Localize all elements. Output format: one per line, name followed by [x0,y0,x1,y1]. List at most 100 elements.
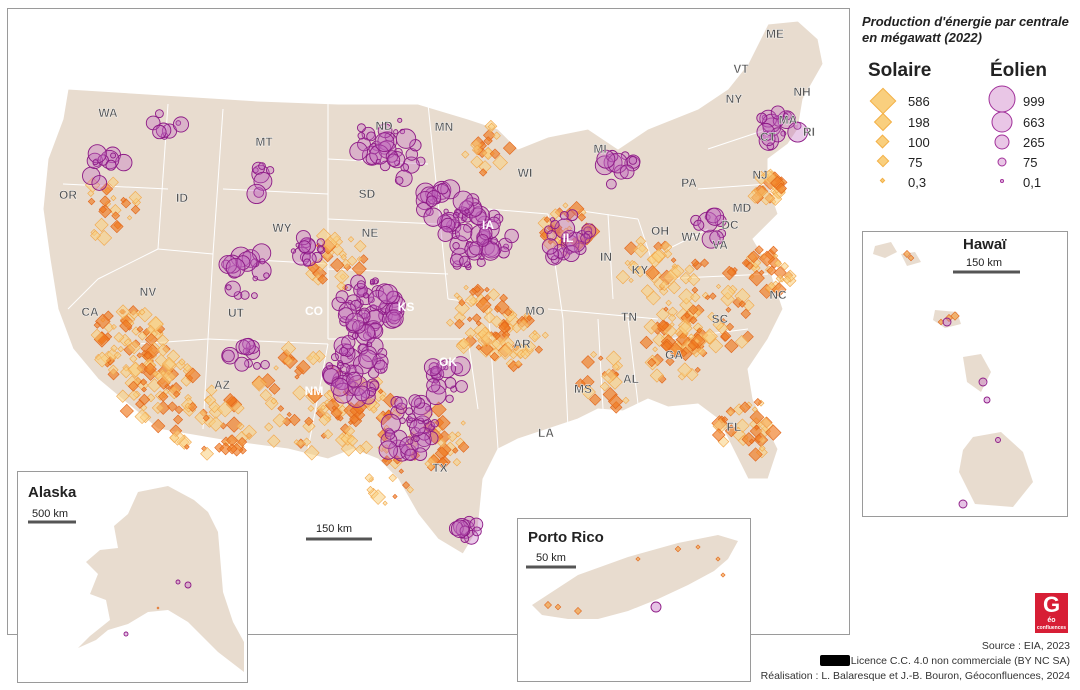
solar-plant-marker [562,202,569,209]
solar-plant-marker [701,328,718,345]
wind-plant-marker [426,378,441,393]
state-label-wy: WY [272,221,291,235]
solar-plant-marker [523,340,537,353]
wind-plant-marker [440,217,456,233]
puerto-rico-shape [532,535,738,619]
solar-plant-marker [286,411,292,418]
solar-plant-marker [306,350,321,366]
wind-plant-marker [459,200,475,216]
solar-plant-marker [724,424,738,438]
solar-plant-marker [353,409,366,421]
wind-plant-marker [407,438,414,445]
solar-plant-marker [695,544,701,550]
solar-plant-marker [340,253,347,261]
solar-plant-marker [117,345,124,353]
state-label-ky: KY [632,263,649,277]
state-label-md: MD [733,201,752,215]
state-label-fl: FL [727,420,742,434]
solar-plant-marker [715,283,722,289]
wind-plant-marker [347,299,353,305]
solar-plant-marker [446,431,458,443]
solar-plant-marker [720,330,732,342]
solar-plant-marker [383,424,390,431]
solar-plant-marker [489,352,500,362]
solar-plant-marker [139,378,148,386]
solar-plant-marker [775,274,785,283]
wind-plant-marker [544,225,553,235]
solar-plant-marker [388,473,398,483]
solar-plant-marker [307,387,323,404]
solar-plant-marker [110,344,118,352]
solar-plant-marker [84,177,101,193]
wind-plant-marker [298,237,316,255]
solar-plant-marker [659,280,670,292]
solar-plant-marker [715,556,721,562]
solar-plant-marker [691,286,699,294]
solar-plant-marker [136,352,143,359]
solar-plant-marker [270,397,278,405]
solar-plant-marker [470,155,484,169]
solar-plant-marker [458,299,466,307]
wind-plant-marker [399,436,419,456]
state-label-mo: MO [525,304,544,318]
solar-plant-marker [184,402,192,410]
solar-plant-marker [99,195,111,207]
solar-plant-marker [712,418,728,434]
solar-plant-marker [711,428,726,442]
wind-plant-marker [607,152,628,174]
solar-plant-marker [454,318,465,330]
solar-plant-marker [90,328,104,342]
solar-plant-marker [226,443,238,455]
state-label-vt: VT [733,62,749,76]
wind-plant-marker [330,377,350,397]
solar-plant-marker [106,348,119,361]
solar-plant-marker [503,308,513,317]
solar-plant-marker [480,331,497,347]
solar-plant-marker [475,296,492,314]
solar-plant-marker [754,424,760,430]
solar-plant-marker [651,248,666,264]
logo-letter: G [1042,592,1061,617]
solar-plant-marker [668,313,677,323]
solar-plant-marker [90,230,101,241]
solar-plant-marker [704,294,711,301]
solar-plant-marker [119,403,134,419]
solar-plant-marker [652,346,658,353]
wind-plant-marker [787,121,809,143]
solar-plant-marker [128,309,140,320]
solar-plant-marker [436,456,449,469]
solar-plant-marker [481,146,495,160]
wind-plant-marker [365,309,385,330]
state-label-sd: SD [359,187,376,201]
solar-plant-marker [364,473,374,483]
wind-plant-marker [221,347,239,365]
mainland-map: WA OR CA ID NV MT WY UT AZ CO NM ND SD NE KS OK TX MN IA MO… [42,20,824,555]
solar-plant-marker [173,414,184,425]
wind-plant-marker [123,631,129,637]
solar-plant-marker [464,327,477,340]
solar-plant-marker [475,344,482,351]
wind-plant-marker [397,117,403,123]
alaska-inset: Alaska 500 km [17,471,248,683]
solar-plant-marker [409,450,421,461]
solar-plant-marker [684,264,695,275]
wind-plant-marker [693,219,705,231]
wind-plant-marker [487,209,501,223]
wind-plant-marker [374,132,395,153]
state-label-ne: NE [362,226,379,240]
solar-plant-marker [734,334,749,349]
mainland-scale-label: 150 km [316,523,353,535]
wind-plant-marker [480,241,501,261]
state-label-ks: KS [398,300,415,314]
wind-plant-marker [756,112,768,124]
solar-plant-marker [157,391,169,402]
wind-plant-marker [172,116,190,133]
wind-plant-marker [330,353,339,362]
wind-plant-marker [546,230,557,241]
solar-plant-marker [599,381,610,392]
wind-plant-marker [452,211,460,219]
solar-plant-marker [541,331,549,339]
legend-solar-diamond-100 [875,134,890,149]
state-label-mi: MI [593,142,606,156]
state-label-ma: MA [779,113,798,127]
